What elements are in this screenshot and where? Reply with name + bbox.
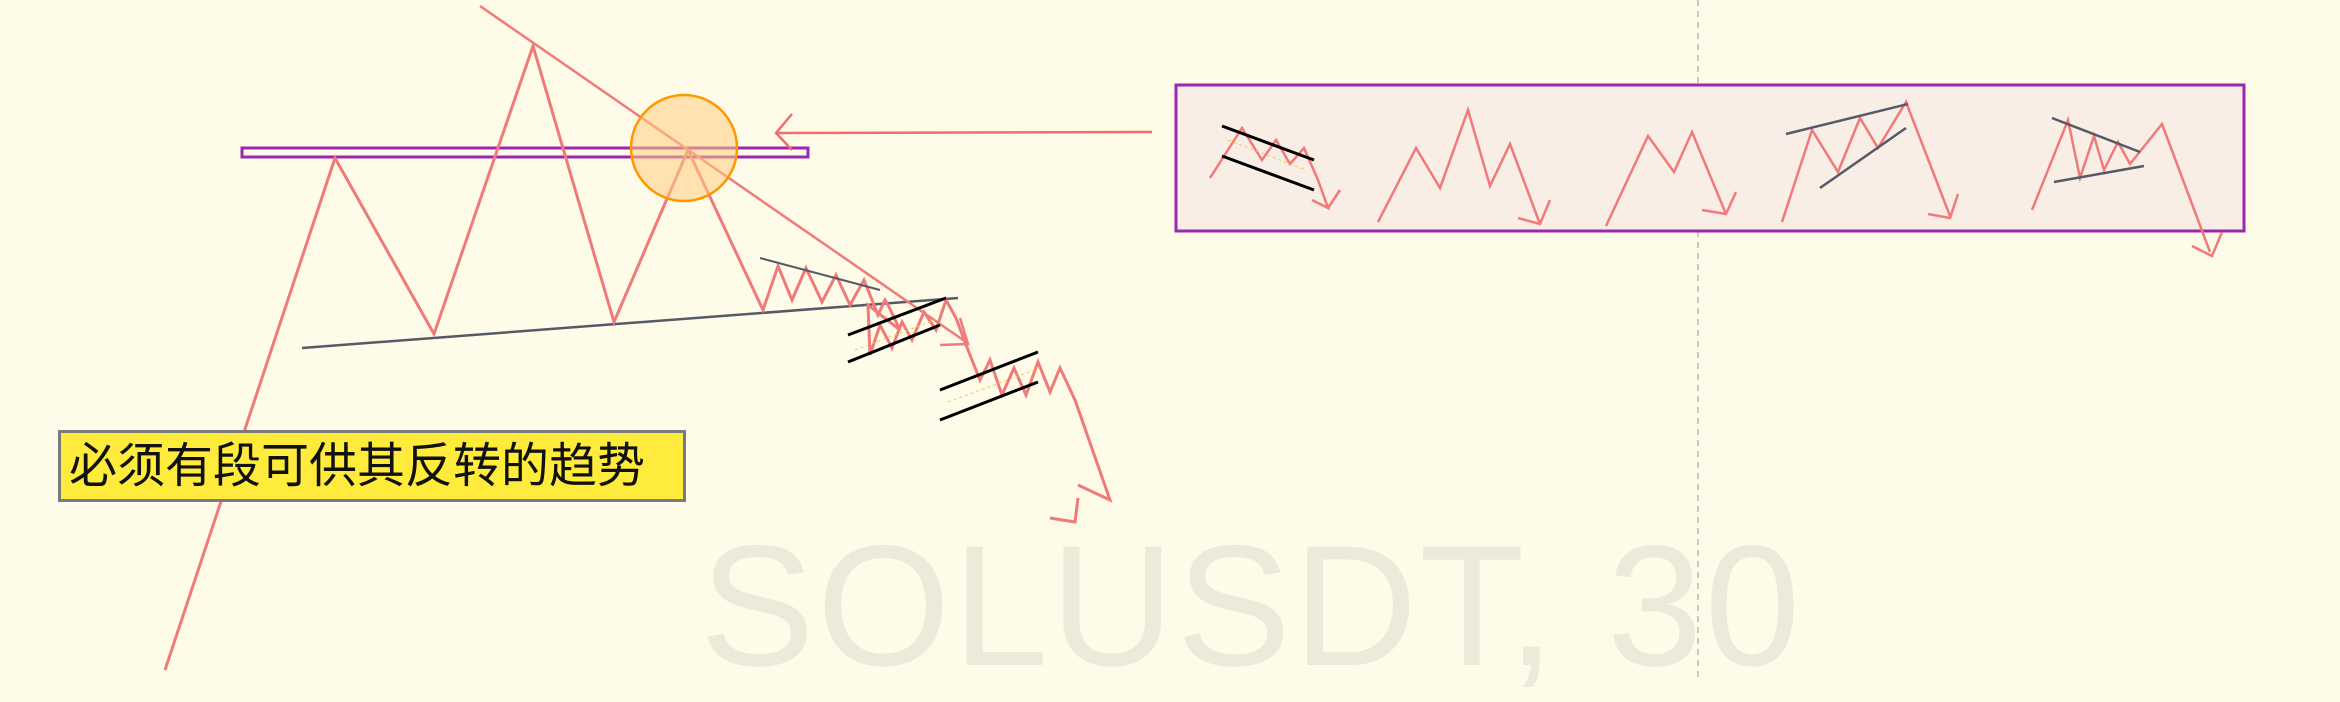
trendline-arrow-head xyxy=(939,317,970,347)
examples-box xyxy=(1174,83,2246,233)
flag1-upper-line xyxy=(847,296,947,337)
example-descending-triangle xyxy=(2030,115,2224,258)
flag1-mid-line xyxy=(854,319,936,351)
pointer-arrow-line xyxy=(775,130,1153,135)
flag2-lower-line xyxy=(939,380,1039,422)
highlight-circle xyxy=(629,93,739,203)
pointer-arrow-head xyxy=(774,113,793,151)
price-path xyxy=(163,41,1113,671)
example-double-top xyxy=(1376,105,1552,226)
caption-label: 必须有段可供其反转的趋势 xyxy=(58,430,686,502)
example-lower-high xyxy=(1604,128,1738,227)
flag2-upper-line xyxy=(939,350,1039,392)
example-rising-wedge xyxy=(1780,99,1960,223)
flag2-mid-line xyxy=(947,367,1041,403)
final-arrow-head xyxy=(1049,497,1080,524)
diagram-canvas xyxy=(163,0,2246,678)
flag1-lower-line xyxy=(847,323,941,364)
example-bear-flag xyxy=(1208,124,1342,211)
triangle-upper-line xyxy=(759,257,881,291)
neckline-box xyxy=(240,146,810,159)
support-trendline xyxy=(301,296,959,350)
watermark: SOLUSDT, 30 xyxy=(700,510,1803,702)
